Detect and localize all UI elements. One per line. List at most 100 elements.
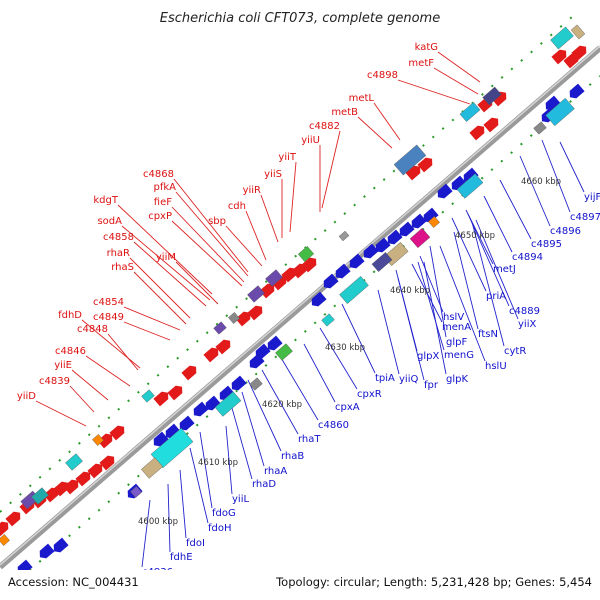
reverse-gene-label-cpxA: cpxA <box>335 402 360 413</box>
reverse-gene-arrow <box>39 543 55 559</box>
forward-gene-arrow <box>571 45 587 61</box>
forward-gene-label-katG: katG <box>415 42 438 53</box>
reverse-gene-label-menG: menG <box>444 350 474 361</box>
forward-gene-arrow <box>301 257 317 273</box>
forward-gene-label-fdhD: fdhD <box>58 310 82 321</box>
gene-feature-block <box>92 434 104 446</box>
forward-gene-label-c4854: c4854 <box>93 297 124 308</box>
reverse-gene-arrow <box>463 167 479 183</box>
reverse-leader-line <box>167 483 171 553</box>
reverse-gene-label-rhaB: rhaB <box>281 451 304 462</box>
reverse-gene-label-ftsN: ftsN <box>478 329 498 340</box>
reverse-gene-label-glpK: glpK <box>446 374 468 385</box>
reverse-gene-arrow <box>267 335 283 351</box>
gene-feature-block <box>550 26 574 50</box>
reverse-gene-label-fdhE: fdhE <box>170 552 193 563</box>
reverse-leader-line <box>519 155 551 227</box>
forward-gene-label-c4846: c4846 <box>55 346 86 357</box>
kbp-label: 4600 kbp <box>138 517 178 527</box>
forward-leader-line <box>123 321 171 341</box>
forward-leader-line <box>357 116 393 149</box>
gene-feature-block <box>0 534 10 546</box>
forward-leader-line <box>397 79 471 105</box>
forward-gene-arrow <box>203 347 219 363</box>
reverse-leader-line <box>397 277 425 381</box>
reverse-gene-label-priA: priA <box>486 291 506 302</box>
gene-feature-block <box>249 377 263 391</box>
forward-gene-label-metF: metF <box>408 58 434 69</box>
gene-feature-block <box>213 321 227 335</box>
forward-leader-line <box>129 257 191 319</box>
forward-gene-label-metL: metL <box>349 93 375 104</box>
reverse-leader-line <box>279 355 319 421</box>
reverse-gene-arrow <box>165 423 181 439</box>
reverse-leader-line <box>471 221 505 347</box>
reverse-gene-arrow <box>153 431 169 447</box>
forward-gene-arrow <box>167 385 183 401</box>
kbp-label: 4630 kbp <box>325 343 365 353</box>
reverse-gene-label-rhaT: rhaT <box>298 434 321 445</box>
reverse-leader-line <box>419 255 444 313</box>
reverse-leader-line <box>189 447 209 524</box>
reverse-leader-line <box>439 245 486 362</box>
forward-leader-line <box>133 241 207 307</box>
reverse-gene-label-c4895: c4895 <box>531 239 562 250</box>
gene-feature-block <box>141 389 155 403</box>
reverse-leader-line <box>453 231 479 330</box>
reverse-gene-label-fdoG: fdoG <box>212 508 236 519</box>
reverse-leader-line <box>341 303 376 374</box>
reverse-gene-label-yiiX: yiiX <box>518 319 536 330</box>
reverse-gene-label-cpxR: cpxR <box>357 389 382 400</box>
forward-gene-label-c4839: c4839 <box>39 376 70 387</box>
gene-feature-block <box>265 269 283 287</box>
forward-gene-arrow <box>109 425 125 441</box>
reverse-gene-label-rhaD: rhaD <box>252 479 276 490</box>
gene-feature-block <box>482 86 502 106</box>
forward-gene-arrow <box>483 117 499 133</box>
forward-leader-line <box>437 51 481 83</box>
map-title: Escherichia coli CFT073, complete genome <box>160 11 440 26</box>
reverse-gene-label-rhaA: rhaA <box>264 466 287 477</box>
gene-feature-block <box>459 102 481 122</box>
reverse-gene-label-fpr: fpr <box>424 380 439 391</box>
forward-gene-arrow <box>153 391 169 407</box>
forward-gene-label-fieF: fieF <box>154 197 172 208</box>
reverse-gene-label-yiiQ: yiiQ <box>399 374 418 385</box>
reverse-gene-label-fdoI: fdoI <box>186 538 205 549</box>
gene-feature-block <box>456 173 484 199</box>
gene-feature-block <box>393 144 427 176</box>
kbp-label: 4650 kbp <box>455 231 495 241</box>
inner-tick-track <box>0 75 600 597</box>
forward-gene-arrow <box>215 339 231 355</box>
reverse-leader-line <box>429 245 447 338</box>
forward-leader-line <box>81 319 141 369</box>
forward-gene-arrow <box>417 157 433 173</box>
forward-gene-arrow <box>53 481 69 497</box>
forward-gene-arrow <box>5 511 21 527</box>
forward-gene-label-c4868: c4868 <box>143 169 174 180</box>
forward-gene-label-kdgT: kdgT <box>93 195 118 206</box>
forward-leader-line <box>71 369 109 401</box>
gene-feature-block <box>545 97 575 127</box>
gene-feature-block <box>338 230 350 242</box>
reverse-leader-line <box>377 289 400 375</box>
forward-leader-line <box>69 385 95 413</box>
gene-feature-block <box>275 343 293 361</box>
forward-gene-label-c4882: c4882 <box>309 121 340 132</box>
reverse-leader-line <box>423 261 447 375</box>
reverse-gene-label-glpX: glpX <box>417 351 439 362</box>
gene-feature-block <box>409 227 431 249</box>
reverse-gene-label-c4889: c4889 <box>509 306 540 317</box>
footer-background <box>0 570 600 600</box>
reverse-gene-arrow <box>179 415 195 431</box>
forward-gene-label-c4898: c4898 <box>367 70 398 81</box>
reverse-leader-line <box>475 219 519 320</box>
reverse-gene-label-fdoH: fdoH <box>208 523 232 534</box>
reverse-leader-line <box>241 391 265 467</box>
reverse-gene-label-c4860: c4860 <box>318 420 349 431</box>
forward-gene-label-yiiT: yiiT <box>278 152 296 163</box>
reverse-gene-arrow <box>423 207 439 223</box>
reverse-gene-label-cytR: cytR <box>504 346 526 357</box>
